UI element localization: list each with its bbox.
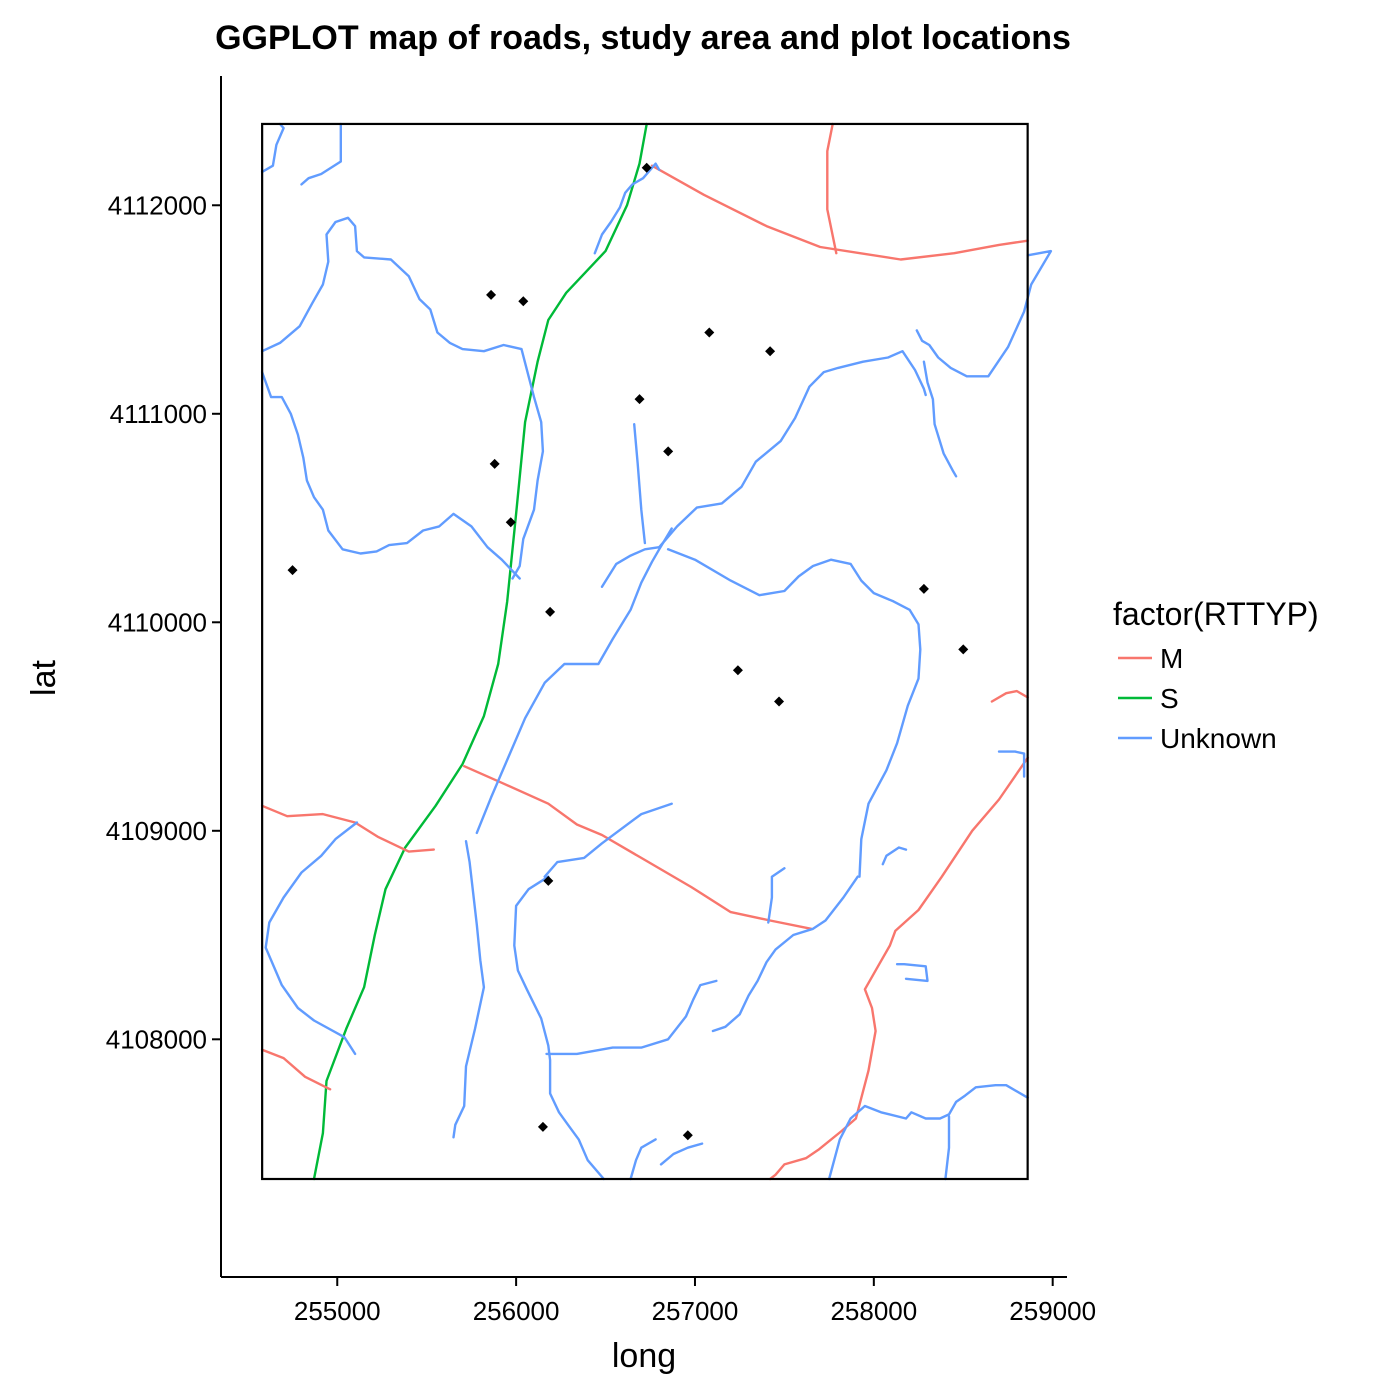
road-unknown xyxy=(300,122,342,186)
x-tick-label: 259000 xyxy=(1009,1296,1096,1326)
road-m xyxy=(990,689,1029,703)
legend-label: S xyxy=(1160,683,1179,714)
plot-point xyxy=(518,296,529,307)
road-unknown xyxy=(997,750,1026,778)
plot-point xyxy=(682,1130,693,1141)
plot-point xyxy=(287,565,298,576)
road-unknown xyxy=(475,527,673,835)
road-m xyxy=(260,1048,332,1091)
road-unknown xyxy=(260,370,521,580)
legend-items: MS Unknown xyxy=(1118,643,1277,754)
axes: 255000 256000 257000 258000 259000 410800041… xyxy=(106,76,1096,1326)
road-s xyxy=(312,122,648,1181)
road-unknown xyxy=(260,122,285,174)
road-unknown xyxy=(593,162,661,255)
road-unknown xyxy=(600,350,927,588)
legend: factor(RTTYP) MS Unknown xyxy=(1113,596,1319,754)
plot-point xyxy=(774,696,785,707)
x-axis-title: long xyxy=(612,1337,676,1375)
road-unknown xyxy=(666,548,922,878)
plot-point xyxy=(732,665,743,676)
road-unknown xyxy=(545,979,718,1056)
road-unknown xyxy=(915,249,1053,378)
plot-point xyxy=(958,644,969,655)
x-tick-label: 255000 xyxy=(294,1296,381,1326)
road-unknown xyxy=(922,360,958,478)
road-unknown xyxy=(895,963,929,983)
plot-point xyxy=(489,458,500,469)
x-ticks: 255000 256000 257000 258000 259000 xyxy=(294,1277,1096,1326)
y-tick-label: 4110000 xyxy=(108,607,207,637)
road-unknown xyxy=(629,1138,657,1181)
plot-locations xyxy=(287,162,969,1141)
road-layer xyxy=(260,122,1053,1181)
x-tick-label: 257000 xyxy=(652,1296,739,1326)
road-unknown xyxy=(767,867,786,924)
y-tick-label: 4111000 xyxy=(110,399,207,429)
legend-title: factor(RTTYP) xyxy=(1113,596,1319,632)
road-unknown xyxy=(513,875,605,1181)
y-tick-label: 4112000 xyxy=(108,190,207,220)
road-unknown xyxy=(659,1142,704,1166)
plot-point xyxy=(537,1121,548,1132)
road-unknown xyxy=(881,846,908,866)
road-m xyxy=(650,164,1029,261)
plot-point xyxy=(918,583,929,594)
plot-point xyxy=(545,606,556,617)
road-m xyxy=(768,756,1029,1181)
chart-title: GGPLOT map of roads, study area and plot… xyxy=(215,19,1071,57)
plot-point xyxy=(486,289,497,300)
y-tick-label: 4109000 xyxy=(106,816,207,846)
road-m xyxy=(826,122,838,255)
road-unknown xyxy=(543,802,673,878)
road-unknown xyxy=(944,1115,951,1181)
road-unknown xyxy=(711,875,859,1033)
road-m xyxy=(463,765,813,930)
plot-point xyxy=(634,394,645,405)
plot-point xyxy=(704,327,715,338)
x-tick-label: 258000 xyxy=(830,1296,917,1326)
road-unknown xyxy=(452,840,486,1139)
legend-label: M xyxy=(1160,643,1183,674)
y-axis-title: lat xyxy=(25,659,63,695)
x-tick-label: 256000 xyxy=(473,1296,560,1326)
plot-point xyxy=(641,162,652,173)
road-unknown xyxy=(827,1083,1029,1181)
plot-point xyxy=(663,446,674,457)
y-ticks: 4108000 4109000 4110000 4111000 4112000 xyxy=(106,190,221,1054)
road-unknown xyxy=(264,821,359,1056)
y-tick-label: 4108000 xyxy=(106,1024,207,1054)
legend-label: Unknown xyxy=(1160,723,1277,754)
road-unknown xyxy=(260,216,545,580)
plot-point xyxy=(505,517,516,528)
plot-point xyxy=(543,875,554,886)
study-area-boundary xyxy=(261,122,1029,1181)
road-unknown xyxy=(633,423,647,545)
plot-point xyxy=(765,346,776,357)
